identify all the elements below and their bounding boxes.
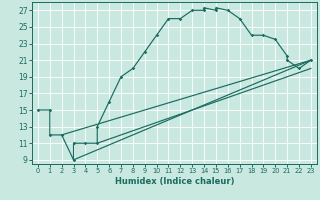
X-axis label: Humidex (Indice chaleur): Humidex (Indice chaleur) xyxy=(115,177,234,186)
